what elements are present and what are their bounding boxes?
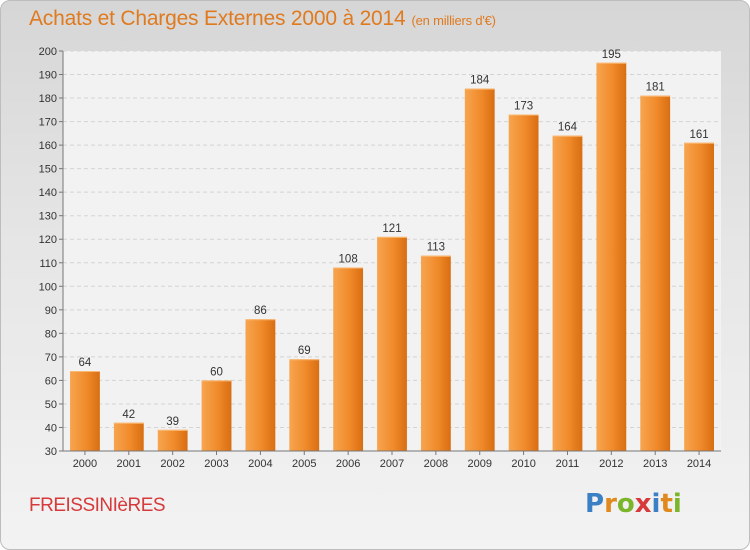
data-label-2001: 42 [122, 409, 135, 421]
data-label-2005: 69 [298, 345, 311, 357]
logo-letter: i [672, 489, 682, 519]
y-tick-label: 160 [39, 140, 57, 152]
y-tick-label: 100 [39, 281, 57, 293]
y-tick-label: 150 [39, 164, 57, 176]
y-tick-label: 130 [39, 211, 57, 223]
proxiti-logo: Proxiti [585, 489, 682, 519]
chart-title-text: Achats et Charges Externes 2000 à 2014 [29, 7, 406, 30]
chart-unit: (en milliers d'€) [411, 13, 496, 28]
y-tick-label: 180 [39, 93, 57, 105]
x-tick-label-2008: 2008 [424, 458, 448, 470]
bar-2001 [113, 422, 144, 451]
y-tick-label: 200 [39, 46, 57, 58]
bar-2011 [552, 135, 583, 452]
logo-letter: t [660, 489, 673, 519]
bar-2002 [157, 429, 188, 451]
y-tick-label: 190 [39, 70, 57, 82]
x-tick-label-2012: 2012 [599, 458, 623, 470]
x-tick-label-2002: 2002 [160, 458, 184, 470]
y-tick-label: 50 [45, 399, 57, 411]
x-tick-label-2005: 2005 [292, 458, 316, 470]
y-tick-label: 140 [39, 187, 57, 199]
y-tick-label: 80 [45, 328, 57, 340]
y-tick-label: 70 [45, 352, 57, 364]
x-tick-label-2003: 2003 [204, 458, 228, 470]
y-tick-label: 120 [39, 234, 57, 246]
bar-2006 [333, 267, 364, 451]
bar-2012 [596, 62, 627, 451]
data-label-2013: 181 [646, 82, 665, 94]
commune-name: FREISSINIèRES [29, 495, 166, 516]
x-tick-label-2013: 2013 [643, 458, 667, 470]
x-tick-label-2004: 2004 [248, 458, 272, 470]
bar-2004 [245, 319, 276, 451]
data-label-2008: 113 [427, 242, 445, 254]
y-tick-label: 90 [45, 305, 57, 317]
data-label-2012: 195 [602, 49, 621, 61]
bar-2010 [508, 114, 539, 451]
data-label-2002: 39 [166, 416, 179, 428]
logo-letter: r [604, 489, 617, 519]
data-label-2011: 164 [558, 122, 578, 134]
data-label-2010: 173 [514, 101, 533, 113]
chart-title: Achats et Charges Externes 2000 à 2014 (e… [29, 7, 496, 31]
y-tick-label: 40 [45, 422, 57, 434]
data-label-2006: 108 [339, 253, 358, 265]
logo-letter: P [585, 489, 605, 519]
bar-2003 [201, 380, 232, 451]
data-label-2014: 161 [689, 129, 708, 141]
logo-letter: x [634, 489, 652, 519]
data-label-2000: 64 [79, 357, 92, 369]
x-tick-label-2000: 2000 [73, 458, 97, 470]
bar-2009 [464, 88, 495, 451]
x-tick-label-2011: 2011 [556, 458, 580, 470]
bar-2000 [70, 371, 100, 451]
y-tick-label: 110 [39, 258, 57, 270]
data-label-2009: 184 [470, 75, 490, 87]
logo-letter: i [651, 489, 661, 519]
data-label-2003: 60 [210, 366, 223, 378]
x-tick-label-2014: 2014 [687, 458, 711, 470]
x-tick-label-2009: 2009 [467, 458, 491, 470]
bar-2008 [420, 255, 451, 451]
bar-2013 [640, 95, 671, 452]
x-tick-label-2007: 2007 [380, 458, 404, 470]
x-tick-label-2001: 2001 [117, 458, 141, 470]
x-tick-label-2006: 2006 [336, 458, 360, 470]
bar-2014 [684, 142, 714, 451]
logo-letter: o [616, 489, 635, 519]
bar-2005 [289, 359, 320, 451]
y-tick-label: 170 [39, 117, 57, 129]
y-tick-label: 60 [45, 375, 57, 387]
x-tick-label-2010: 2010 [511, 458, 535, 470]
data-label-2007: 121 [382, 223, 401, 235]
bar-2007 [377, 236, 407, 451]
y-tick-label: 30 [45, 446, 57, 458]
data-label-2004: 86 [254, 305, 267, 317]
